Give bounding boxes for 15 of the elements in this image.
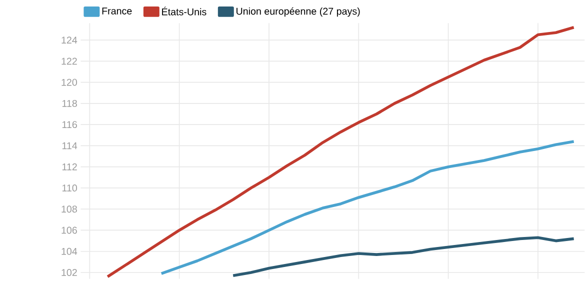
y-tick-label: 104: [62, 248, 78, 255]
legend-label: France: [102, 7, 132, 14]
y-tick-label: 120: [62, 78, 77, 86]
y-tick-label: 114: [62, 142, 78, 149]
y-tick-label: 110: [62, 184, 78, 192]
y-tick-label: 116: [62, 120, 77, 128]
legend-label: Union européenne (27 pays): [236, 7, 360, 17]
y-tick-label: 102: [62, 268, 77, 276]
y-tick-label: 108: [62, 206, 77, 212]
y-tick-label: 122: [62, 58, 77, 64]
legend-label: États-Unis: [162, 6, 206, 16]
y-tick-label: 106: [62, 226, 77, 234]
y-tick-label: 112: [62, 163, 77, 170]
y-tick-label: 118: [62, 100, 77, 107]
y-tick-label: 124: [62, 36, 78, 44]
